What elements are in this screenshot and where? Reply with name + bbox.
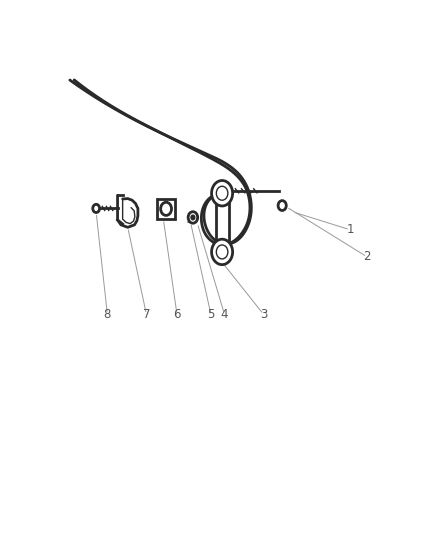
Text: 7: 7 bbox=[143, 308, 150, 321]
Circle shape bbox=[93, 204, 99, 213]
Text: 1: 1 bbox=[346, 223, 354, 236]
Text: 3: 3 bbox=[260, 308, 267, 321]
Text: 6: 6 bbox=[173, 308, 181, 321]
Text: 4: 4 bbox=[221, 308, 228, 321]
Circle shape bbox=[191, 215, 195, 220]
Bar bbox=[156, 199, 175, 219]
Circle shape bbox=[161, 202, 172, 215]
Circle shape bbox=[188, 212, 198, 223]
Text: 5: 5 bbox=[207, 308, 215, 321]
Circle shape bbox=[212, 239, 233, 265]
Text: 8: 8 bbox=[104, 308, 111, 321]
Text: 2: 2 bbox=[363, 251, 371, 263]
Circle shape bbox=[212, 181, 233, 206]
Circle shape bbox=[278, 200, 286, 211]
